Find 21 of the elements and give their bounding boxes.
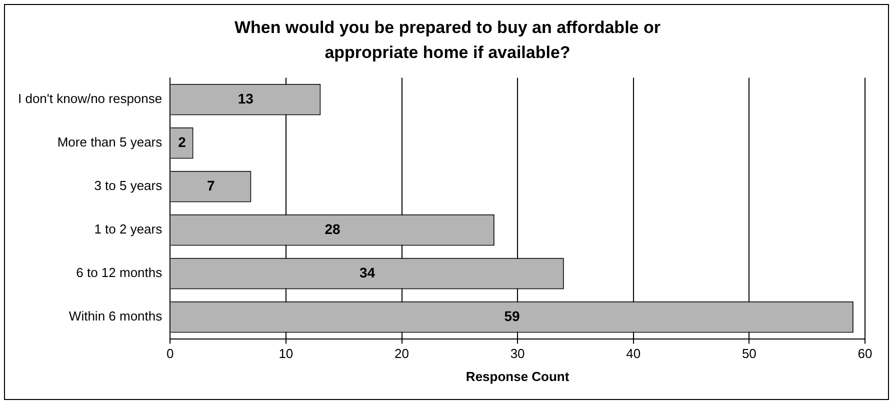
x-tick-label: 20	[394, 346, 409, 362]
x-tick-label: 30	[510, 346, 525, 362]
y-tick-label: I don't know/no response	[18, 91, 162, 106]
data-label: 34	[359, 264, 376, 280]
data-label: 2	[178, 134, 186, 150]
x-axis-title: Response Count	[466, 368, 570, 384]
x-tick-label: 50	[742, 346, 756, 362]
x-tick-label: 0	[166, 346, 174, 362]
x-tick-label: 10	[278, 346, 294, 362]
y-tick-label: 1 to 2 years	[94, 222, 163, 237]
data-label: 28	[324, 220, 341, 237]
y-tick-label: 6 to 12 months	[76, 265, 163, 280]
y-tick-label: 3 to 5 years	[94, 178, 163, 194]
y-tick-label: More than 5 years	[57, 134, 163, 150]
x-tick-label: 60	[858, 346, 872, 362]
data-label: 59	[504, 308, 520, 324]
data-label: 13	[238, 90, 254, 106]
y-tick-label: Within 6 months	[68, 308, 163, 324]
chart-title: When would you be prepared to buy an affordable or appropriate home if available?	[234, 17, 662, 64]
x-tick-label: 40	[626, 346, 641, 362]
data-label: 7	[207, 177, 216, 194]
